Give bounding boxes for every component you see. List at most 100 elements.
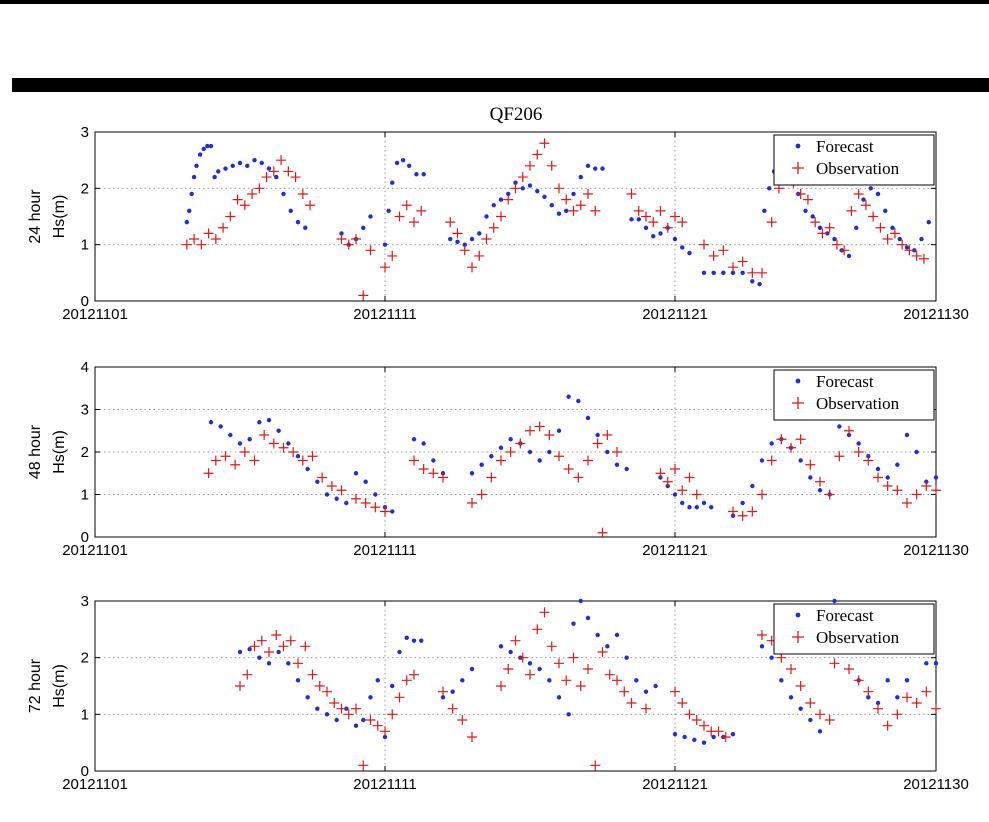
legend-box xyxy=(773,134,935,186)
observation-point xyxy=(372,720,383,731)
observation-point xyxy=(834,451,845,462)
observation-point xyxy=(210,455,221,466)
forecast-point xyxy=(701,500,707,506)
observation-point xyxy=(863,455,874,466)
observation-point xyxy=(824,489,835,500)
forecast-point xyxy=(344,500,349,506)
observation-point xyxy=(757,630,767,640)
observation-point xyxy=(290,172,301,183)
forecast-point xyxy=(477,231,482,236)
observation-point xyxy=(583,455,593,466)
forecast-point xyxy=(535,188,540,194)
observation-point xyxy=(708,250,719,261)
forecast-point xyxy=(440,695,446,700)
observation-point xyxy=(496,681,506,691)
observation-point xyxy=(633,205,644,216)
observation-point xyxy=(817,228,828,239)
observation-point xyxy=(259,430,270,440)
observation-point xyxy=(488,222,499,233)
forecast-point xyxy=(315,706,320,711)
forecast-point xyxy=(924,661,929,666)
forecast-point xyxy=(386,208,391,214)
observation-point xyxy=(517,652,528,663)
observation-point xyxy=(532,624,543,635)
observation-point xyxy=(300,641,311,652)
observation-point xyxy=(276,155,287,166)
observation-point xyxy=(510,183,521,194)
x-tick-label: 20121130 xyxy=(903,542,969,559)
forecast-point xyxy=(460,678,465,683)
forecast-point xyxy=(305,695,310,700)
observation-point xyxy=(662,476,673,487)
observation-point xyxy=(271,630,282,640)
x-tick-label: 20121130 xyxy=(903,306,969,323)
observation-point xyxy=(766,217,777,228)
observation-point xyxy=(239,200,250,211)
forecast-point xyxy=(400,157,406,163)
forecast-point xyxy=(759,644,765,649)
observation-point xyxy=(365,245,376,256)
observation-point xyxy=(882,481,893,491)
observation-point xyxy=(459,245,470,256)
observation-point xyxy=(563,464,574,474)
observation-point xyxy=(486,472,497,483)
forecast-point xyxy=(897,236,902,242)
observation-point xyxy=(699,239,709,250)
observation-point xyxy=(474,250,485,261)
observation-point xyxy=(795,434,806,445)
observation-point xyxy=(902,498,912,508)
forecast-point xyxy=(315,479,320,484)
forecast-point xyxy=(334,496,339,501)
observation-point xyxy=(546,160,557,171)
forecast-point xyxy=(187,208,192,214)
forecast-point xyxy=(895,695,900,700)
x-tick-label: 20121101 xyxy=(62,776,128,793)
observation-point xyxy=(387,250,398,261)
observation-point xyxy=(394,692,405,703)
series-forecast xyxy=(237,598,939,745)
observation-point xyxy=(196,239,207,250)
forecast-point xyxy=(556,211,562,216)
observation-point xyxy=(510,635,521,646)
forecast-point xyxy=(216,169,221,174)
observation-point xyxy=(641,211,651,222)
forecast-point xyxy=(431,458,436,463)
observation-point xyxy=(256,635,267,646)
forecast-point xyxy=(808,717,813,723)
forecast-point xyxy=(817,225,823,230)
forecast-point xyxy=(643,225,649,230)
observation-point xyxy=(699,720,709,731)
forecast-point xyxy=(750,483,755,489)
observation-point xyxy=(351,493,361,504)
forecast-point xyxy=(757,281,762,287)
forecast-point xyxy=(508,649,513,655)
forecast-point xyxy=(578,598,583,604)
observation-point xyxy=(496,211,506,222)
forecast-point xyxy=(390,180,395,185)
forecast-point xyxy=(861,197,866,202)
observation-point xyxy=(737,510,748,521)
observation-point xyxy=(815,476,825,487)
observation-point xyxy=(322,686,332,697)
forecast-point xyxy=(353,723,359,728)
observation-point xyxy=(892,709,903,720)
observation-point xyxy=(336,703,347,714)
observation-point xyxy=(268,438,279,449)
observation-point xyxy=(612,447,622,457)
observation-point xyxy=(517,172,528,183)
forecast-point xyxy=(276,428,281,433)
forecast-point xyxy=(245,163,250,168)
forecast-point xyxy=(397,649,402,655)
observation-point xyxy=(648,217,659,228)
observation-point xyxy=(416,205,427,216)
forecast-point xyxy=(295,678,301,683)
observation-point xyxy=(467,732,477,742)
observation-point xyxy=(713,726,724,737)
forecast-point xyxy=(230,163,235,168)
observation-point xyxy=(795,681,806,691)
observation-point xyxy=(853,447,864,457)
observation-point xyxy=(868,211,879,222)
forecast-point xyxy=(390,509,395,514)
forecast-point xyxy=(904,245,910,250)
observation-point xyxy=(447,703,458,714)
